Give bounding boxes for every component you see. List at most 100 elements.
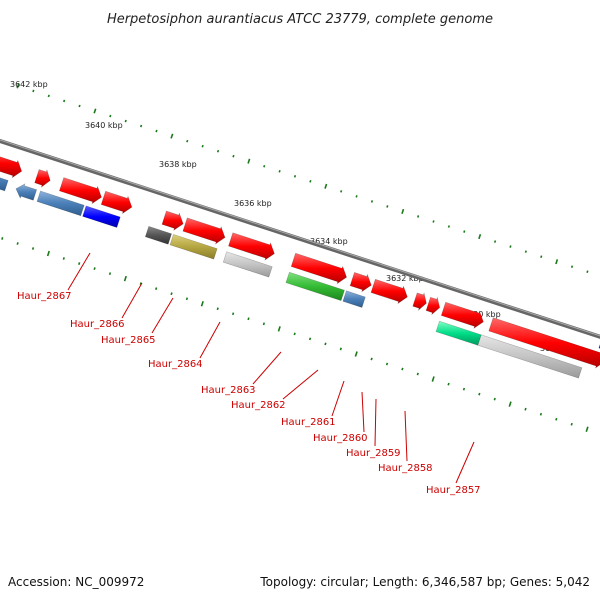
inner-scale-tick bbox=[293, 332, 296, 336]
kbp-label: 3640 kbp bbox=[85, 121, 123, 130]
gene-leader-line bbox=[455, 441, 475, 484]
inner-scale-tick bbox=[93, 267, 96, 270]
inner-scale-tick bbox=[354, 351, 358, 357]
accession-text: Accession: NC_009972 bbox=[8, 575, 144, 589]
inner-scale-tick bbox=[524, 407, 527, 411]
forward-cds bbox=[182, 217, 226, 245]
olive-feature bbox=[169, 234, 218, 260]
forward-cds bbox=[425, 296, 441, 316]
outer-scale-tick bbox=[155, 129, 158, 133]
green-feature bbox=[285, 271, 345, 302]
kbp-label: 3638 kbp bbox=[159, 160, 197, 169]
outer-scale-tick bbox=[109, 114, 112, 118]
inner-scale-tick bbox=[555, 417, 558, 421]
inner-scale-tick bbox=[308, 337, 312, 341]
outer-scale-tick bbox=[16, 83, 20, 89]
outer-scale-tick bbox=[355, 195, 358, 198]
inner-scale-tick bbox=[78, 262, 81, 265]
outer-scale-tick bbox=[555, 259, 559, 265]
outer-scale-tick bbox=[216, 149, 220, 153]
inner-scale-tick bbox=[478, 392, 481, 396]
inner-scale-tick bbox=[16, 242, 19, 245]
feature-track bbox=[0, 138, 600, 379]
inner-scale-tick bbox=[123, 275, 127, 282]
outer-scale-tick bbox=[278, 169, 281, 173]
inner-scale-tick bbox=[262, 322, 266, 326]
outer-scale-tick bbox=[401, 208, 405, 214]
outer-scale-tick bbox=[340, 190, 343, 193]
gene-label: Haur_2864 bbox=[148, 359, 203, 370]
gene-label: Haur_2858 bbox=[378, 463, 433, 474]
dark-feature bbox=[144, 225, 172, 245]
steel-feature bbox=[36, 190, 85, 217]
inner-scale-tick bbox=[247, 317, 250, 321]
gene-leader-line bbox=[282, 369, 319, 400]
gene-leader-line bbox=[252, 351, 282, 385]
gene-labels: Haur_2867 Haur_2866 Haur_2865 Haur_2864 Haur… bbox=[17, 291, 481, 496]
blue-feature bbox=[82, 205, 121, 228]
inner-scale-tick bbox=[46, 250, 51, 257]
outer-scale-tick bbox=[509, 245, 512, 248]
gene-label: Haur_2863 bbox=[201, 385, 256, 396]
outer-scale-tick bbox=[232, 154, 235, 158]
gene-leader-line bbox=[404, 410, 408, 462]
inner-scale-tick bbox=[447, 382, 450, 386]
reverse-feature bbox=[0, 177, 9, 192]
outer-scale-tick bbox=[447, 225, 451, 228]
gray-feature bbox=[477, 334, 583, 379]
kbp-label: 3636 kbp bbox=[234, 199, 272, 208]
forward-cds bbox=[412, 291, 427, 312]
map-title: Herpetosiphon aurantiacus ATCC 23779, co… bbox=[107, 12, 493, 27]
inner-scale-tick bbox=[139, 282, 142, 286]
outer-scale-tick bbox=[570, 265, 574, 268]
outer-scale-tick bbox=[47, 94, 50, 98]
outer-scale-tick bbox=[370, 200, 374, 203]
outer-scale-tick bbox=[78, 104, 81, 108]
kbp-label: 3642 kbp bbox=[10, 80, 48, 89]
inner-scale-tick bbox=[585, 426, 589, 433]
inner-scale-tick bbox=[200, 300, 204, 307]
forward-cds bbox=[488, 317, 600, 369]
forward-cds bbox=[161, 210, 184, 232]
outer-scale-tick bbox=[463, 230, 466, 233]
scale-ticks bbox=[1, 83, 589, 433]
outer-scale-tick bbox=[170, 133, 174, 139]
outer-scale-tick bbox=[263, 164, 266, 168]
outer-scale-tick bbox=[293, 175, 297, 178]
inner-scale-tick bbox=[493, 397, 496, 401]
outer-scale-tick bbox=[186, 139, 189, 143]
forward-cds bbox=[440, 301, 484, 329]
steel-feature bbox=[342, 290, 366, 308]
gene-label: Haur_2866 bbox=[70, 319, 125, 330]
genome-summary-text: Topology: circular; Length: 6,346,587 bp… bbox=[259, 575, 590, 589]
forward-cds bbox=[100, 190, 133, 215]
inner-scale-tick bbox=[62, 257, 65, 260]
inner-scale-tick bbox=[277, 326, 281, 332]
outer-scale-tick bbox=[201, 144, 204, 148]
outer-scale-tick bbox=[524, 250, 527, 253]
outer-scale-tick bbox=[493, 240, 497, 243]
inner-scale-tick bbox=[170, 292, 173, 296]
gene-leader-line bbox=[374, 398, 377, 447]
outer-scale-tick bbox=[540, 255, 543, 258]
label-leaders bbox=[67, 252, 475, 484]
inner-scale-tick bbox=[108, 272, 112, 275]
gene-leader-line bbox=[199, 321, 221, 359]
outer-scale-tick bbox=[139, 124, 143, 128]
gene-leader-line bbox=[121, 282, 143, 319]
outer-scale-tick bbox=[386, 205, 389, 208]
gene-leader-line bbox=[151, 297, 174, 334]
inner-scale-tick bbox=[324, 342, 327, 346]
forward-cds bbox=[370, 278, 408, 305]
inner-scale-tick bbox=[1, 237, 4, 240]
gene-label: Haur_2865 bbox=[101, 335, 156, 346]
inner-scale-tick bbox=[231, 312, 235, 316]
kbp-label: 3632 kbp bbox=[386, 274, 424, 283]
outer-scale-tick bbox=[586, 270, 589, 274]
inner-scale-tick bbox=[185, 297, 189, 301]
kbp-label: 3630 kbp bbox=[463, 310, 501, 319]
inner-scale-tick bbox=[339, 347, 342, 351]
forward-cds bbox=[0, 156, 23, 179]
inner-scale-tick bbox=[401, 367, 404, 371]
